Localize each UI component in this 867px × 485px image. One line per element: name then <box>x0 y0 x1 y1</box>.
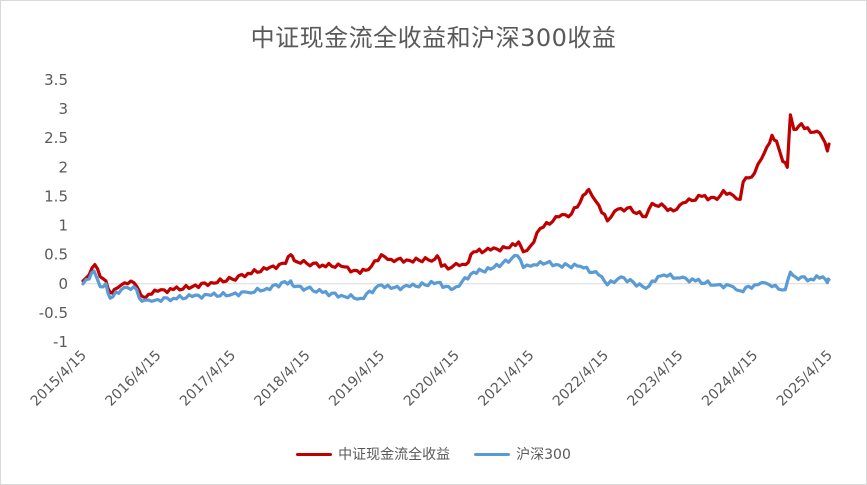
legend-swatch-hs300 <box>474 452 511 456</box>
legend-item-cashflow: 中证现金流全收益 <box>296 444 450 464</box>
legend-item-hs300: 沪深300 <box>474 444 571 464</box>
x-tick-label: 2022/4/15 <box>550 348 612 410</box>
y-tick-label: 1.5 <box>44 187 68 205</box>
y-tick-label: -1 <box>53 333 68 351</box>
x-tick-label: 2023/4/15 <box>624 348 686 410</box>
chart-legend: 中证现金流全收益 沪深300 <box>0 444 867 464</box>
legend-label-hs300: 沪深300 <box>516 447 571 463</box>
y-tick-label: -0.5 <box>39 304 68 322</box>
y-tick-label: 1 <box>58 217 68 235</box>
series-line-0 <box>81 113 831 300</box>
x-tick-label: 2016/4/15 <box>102 348 164 410</box>
x-tick-label: 2020/4/15 <box>401 348 463 410</box>
y-tick-label: 0 <box>58 275 68 293</box>
legend-label-cashflow: 中证现金流全收益 <box>338 447 451 463</box>
y-tick-label: 0.5 <box>44 246 68 264</box>
y-tick-label: 3 <box>58 100 68 118</box>
x-tick-label: 2015/4/15 <box>28 348 90 410</box>
x-tick-label: 2018/4/15 <box>252 348 314 410</box>
series-line-1 <box>81 253 831 303</box>
x-tick-label: 2025/4/15 <box>774 348 836 410</box>
y-tick-label: 2.5 <box>44 129 68 147</box>
x-tick-label: 2017/4/15 <box>177 348 239 410</box>
x-tick-label: 2021/4/15 <box>475 348 537 410</box>
chart-title: 中证现金流全收益和沪深300收益 <box>250 24 617 52</box>
x-tick-label: 2019/4/15 <box>326 348 388 410</box>
x-tick-label: 2024/4/15 <box>699 348 761 410</box>
y-tick-label: 2 <box>58 158 68 176</box>
legend-swatch-cashflow <box>296 452 333 456</box>
y-tick-label: 3.5 <box>44 71 68 89</box>
